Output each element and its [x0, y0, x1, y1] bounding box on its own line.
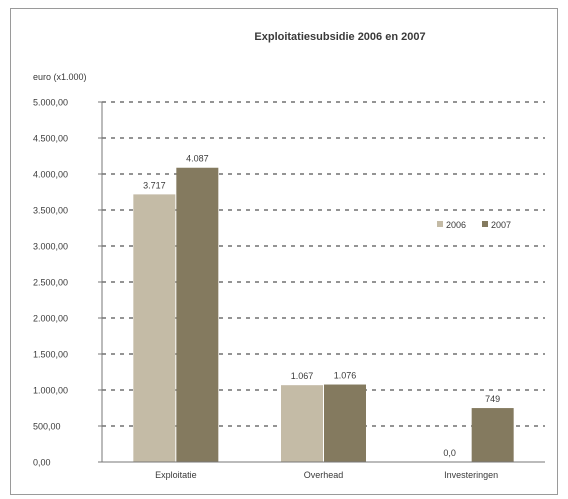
bar	[471, 408, 514, 462]
legend-swatch	[482, 221, 488, 227]
legend-label: 2006	[446, 220, 466, 230]
bar	[281, 385, 323, 462]
legend-swatch	[437, 221, 443, 227]
x-category-labels: Exploitatie Overhead Investeringen	[155, 470, 498, 480]
gridlines	[98, 101, 545, 463]
bars	[133, 167, 514, 462]
data-label: 749	[485, 394, 500, 404]
y-tick-label: 3.500,00	[33, 206, 68, 216]
y-tick-label: 500,00	[33, 422, 61, 432]
data-label: 1.076	[334, 371, 357, 381]
y-tick-label: 1.500,00	[33, 350, 68, 360]
bar	[324, 384, 366, 462]
legend: 2006 2007	[437, 220, 511, 230]
chart-title: Exploitatiesubsidie 2006 en 2007	[254, 31, 425, 43]
y-tick-labels: 0,00 500,00 1.000,00 1.500,00 2.000,00 2.500,…	[33, 98, 68, 468]
data-label: 3.717	[143, 180, 166, 190]
y-tick-label: 5.000,00	[33, 98, 68, 108]
x-category-label: Exploitatie	[155, 470, 197, 480]
y-tick-label: 4.000,00	[33, 170, 68, 180]
data-labels: 3.717 4.087 1.067 1.076 0,0 749	[143, 154, 500, 458]
x-category-label: Overhead	[304, 470, 344, 480]
data-label: 1.067	[291, 371, 314, 381]
y-tick-label: 1.000,00	[33, 386, 68, 396]
y-tick-label: 2.000,00	[33, 314, 68, 324]
y-tick-label: 4.500,00	[33, 134, 68, 144]
data-label: 0,0	[443, 448, 456, 458]
bar	[133, 194, 176, 462]
bar	[176, 167, 219, 462]
x-category-label: Investeringen	[444, 470, 498, 480]
y-tick-label: 0,00	[33, 458, 51, 468]
y-tick-label: 3.000,00	[33, 242, 68, 252]
y-tick-label: 2.500,00	[33, 278, 68, 288]
legend-label: 2007	[491, 220, 511, 230]
y-axis-label: euro (x1.000)	[33, 72, 87, 82]
data-label: 4.087	[186, 154, 209, 164]
